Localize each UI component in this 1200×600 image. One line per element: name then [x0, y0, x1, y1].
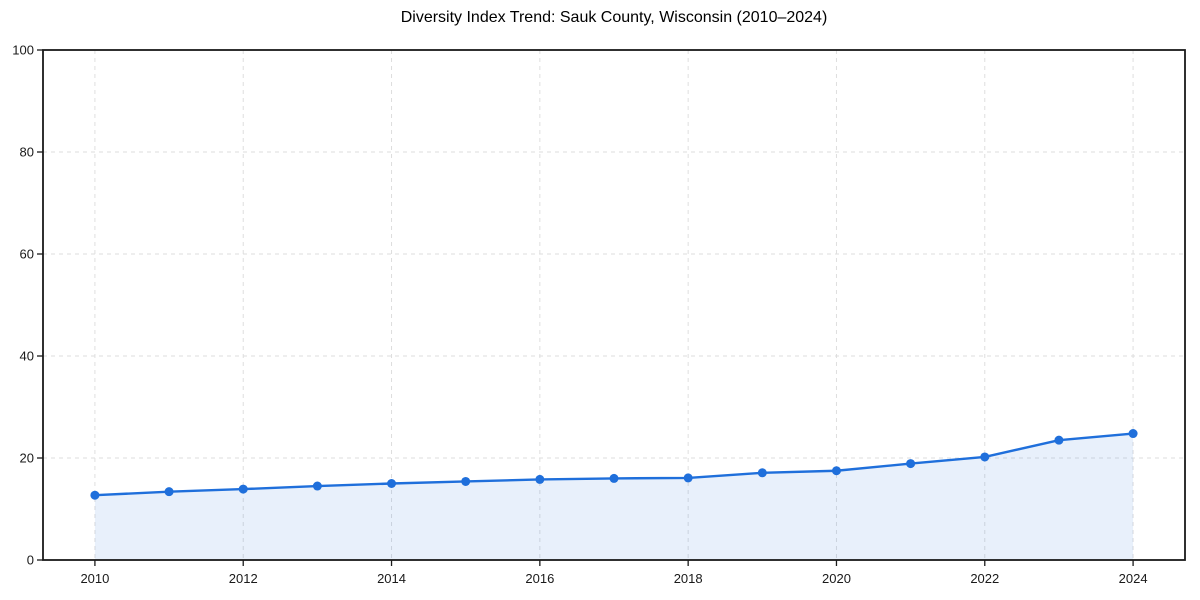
- x-tick-label: 2012: [229, 571, 258, 586]
- data-point-2020: [831, 466, 841, 476]
- data-point-2021: [906, 459, 916, 469]
- data-point-2018: [683, 473, 693, 483]
- data-point-2015: [461, 476, 471, 486]
- data-point-2016: [535, 474, 545, 484]
- data-point-2012: [238, 484, 248, 494]
- data-point-2024: [1128, 429, 1138, 439]
- y-tick-label: 40: [20, 349, 34, 364]
- data-point-2022: [980, 452, 990, 462]
- y-tick-label: 80: [20, 145, 34, 160]
- data-point-2014: [387, 479, 397, 488]
- x-tick-label: 2010: [80, 571, 109, 586]
- data-point-2023: [1054, 435, 1064, 445]
- x-tick-label: 2018: [674, 571, 703, 586]
- x-tick-label: 2014: [377, 571, 406, 586]
- data-point-2010: [90, 490, 100, 500]
- data-point-2011: [164, 487, 174, 497]
- y-tick-label: 100: [12, 43, 34, 58]
- area-fill: [94, 433, 1134, 560]
- y-tick-label: 20: [20, 451, 34, 466]
- data-point-2013: [312, 481, 322, 491]
- x-tick-label: 2024: [1119, 571, 1148, 586]
- y-tick-label: 60: [20, 247, 34, 262]
- chart-title: Diversity Index Trend: Sauk County, Wisc…: [400, 9, 828, 26]
- x-tick-label: 2020: [822, 571, 851, 586]
- data-point-2019: [757, 468, 767, 478]
- axis-frame: [42, 49, 1186, 561]
- data-point-2017: [609, 473, 619, 483]
- x-tick-label: 2016: [525, 571, 554, 586]
- y-tick-label: 0: [27, 553, 34, 568]
- x-tick-label: 2022: [970, 571, 999, 586]
